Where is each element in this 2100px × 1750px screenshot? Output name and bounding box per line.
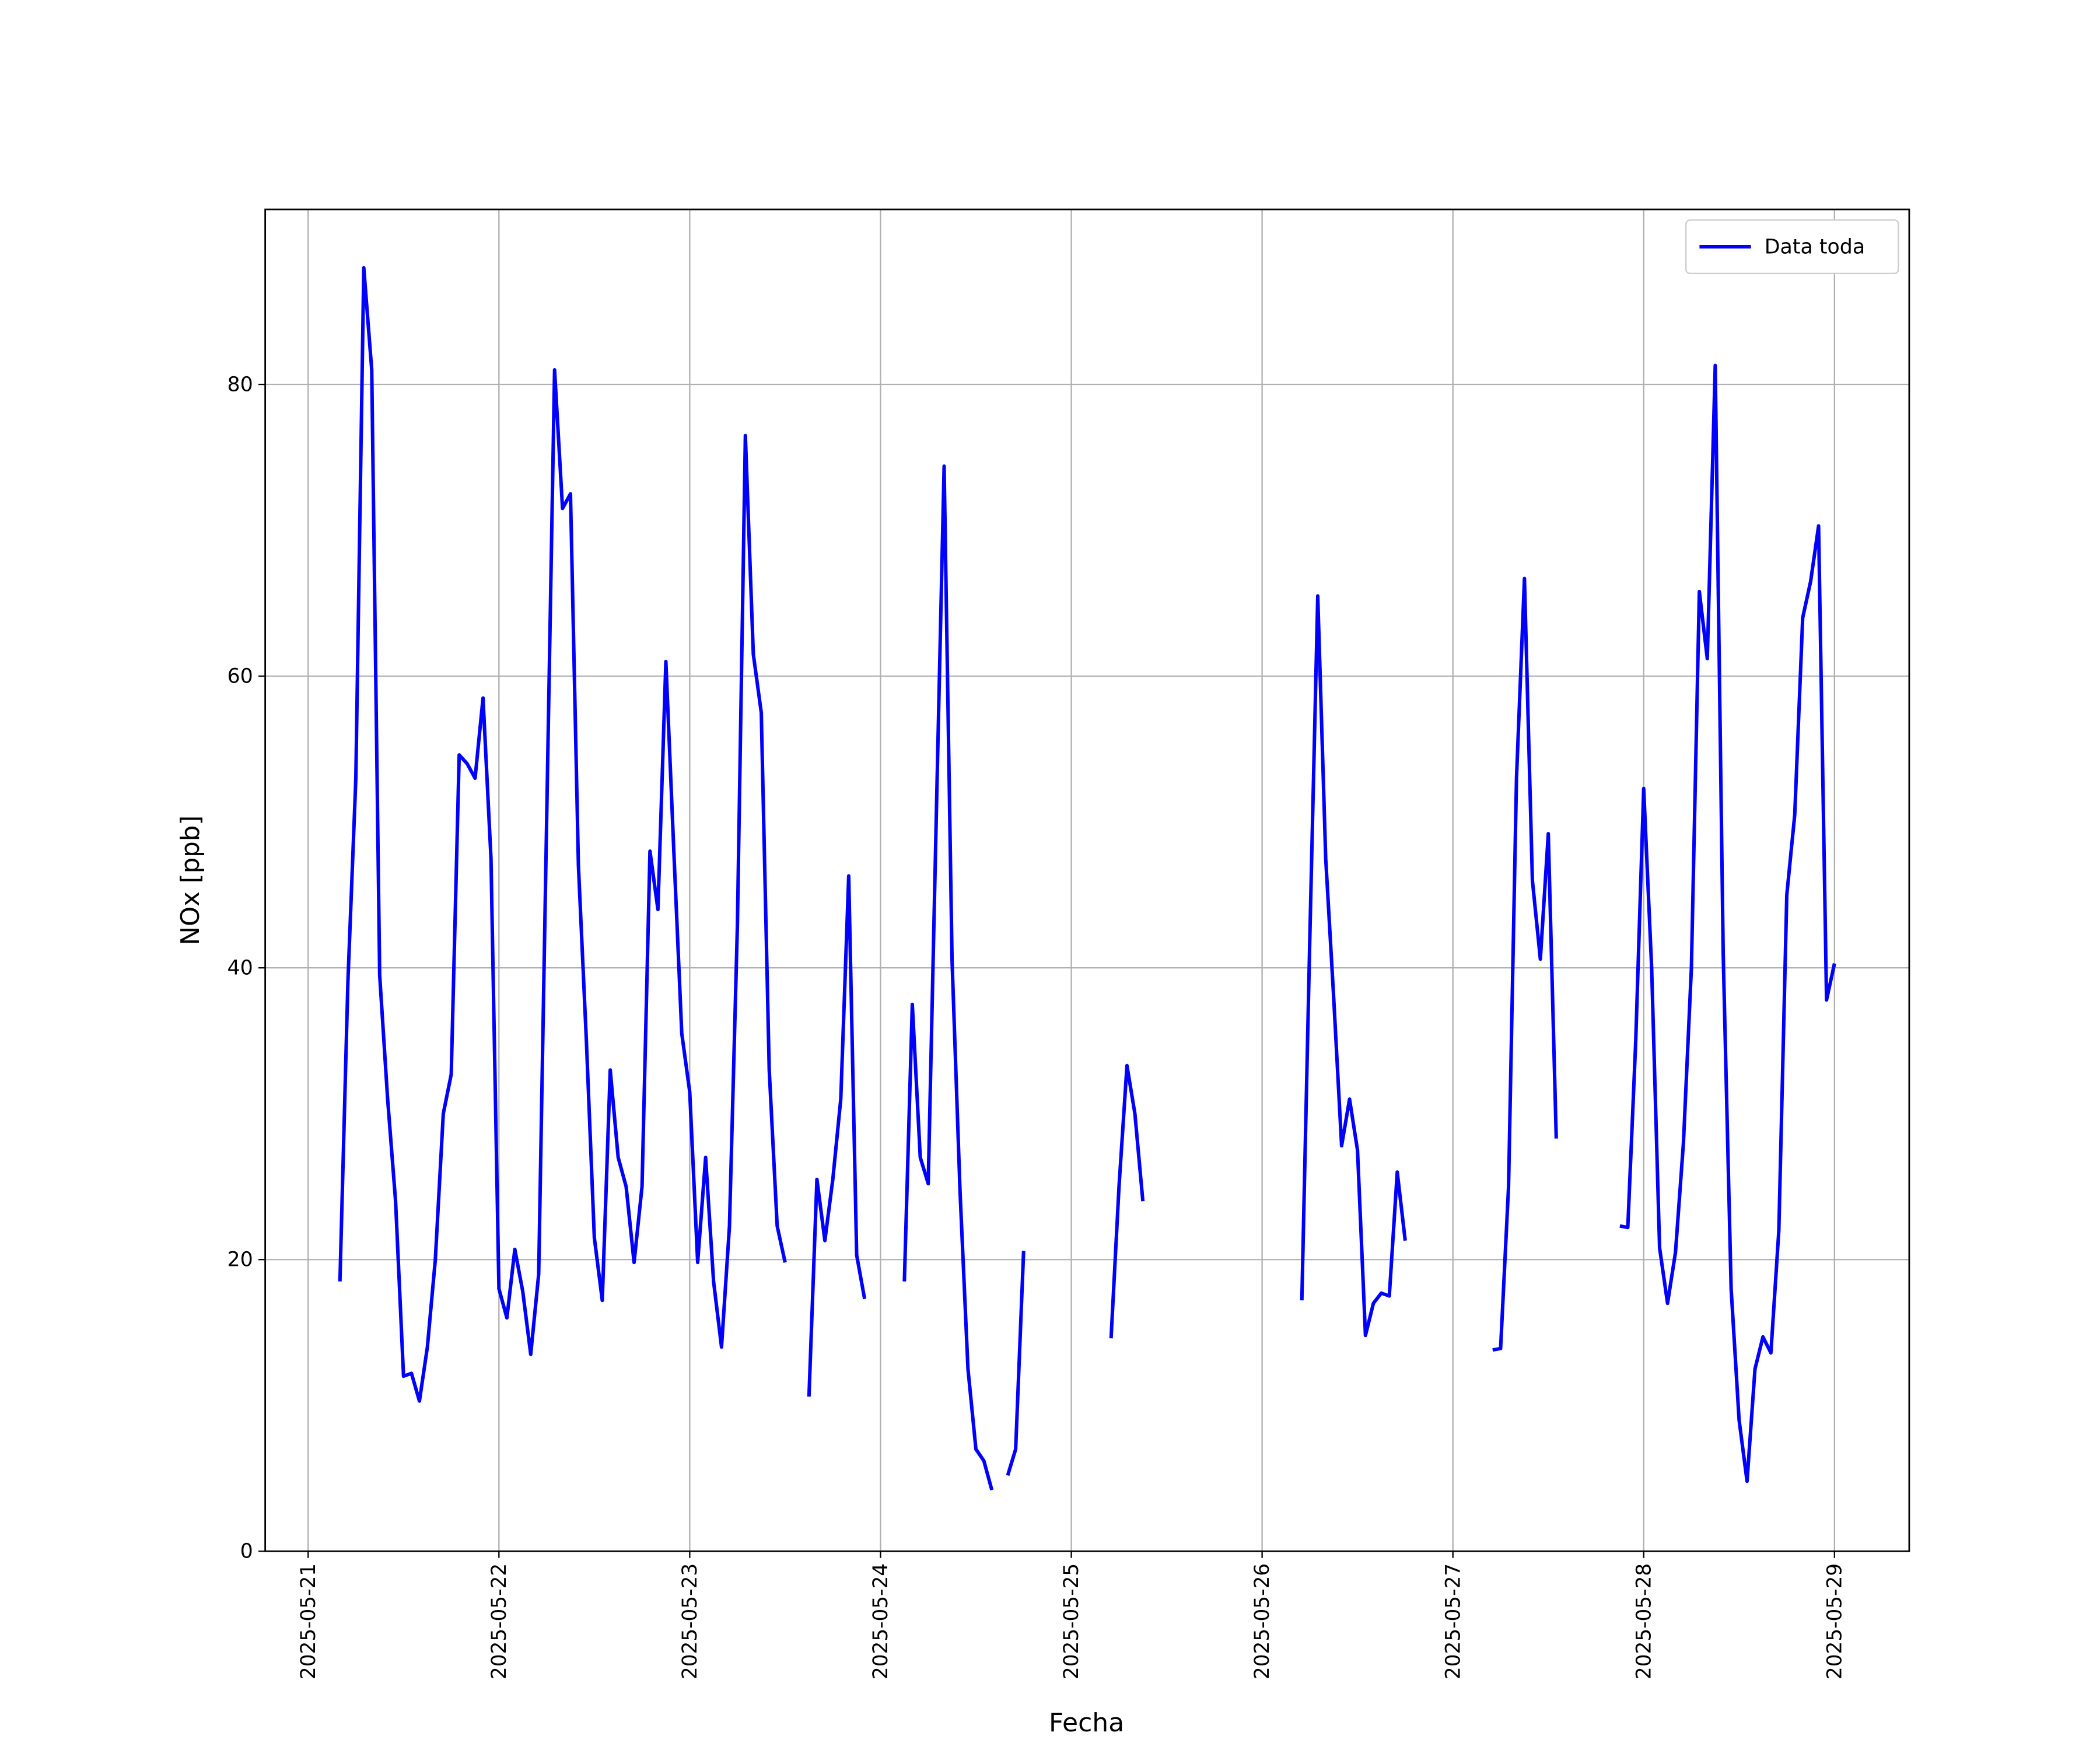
- y-tick-label: 0: [240, 1540, 253, 1563]
- legend-label: Data toda: [1765, 236, 1865, 259]
- y-tick-label: 80: [227, 373, 253, 397]
- x-tick-label: 2025-05-23: [678, 1563, 702, 1679]
- x-tick-label: 2025-05-21: [297, 1563, 320, 1679]
- data-line: [338, 266, 1836, 1491]
- x-tick-label: 2025-05-22: [488, 1563, 511, 1679]
- x-tick-label: 2025-05-29: [1823, 1563, 1846, 1679]
- x-tick-label: 2025-05-28: [1632, 1563, 1656, 1679]
- x-tick-label: 2025-05-27: [1441, 1563, 1465, 1679]
- x-axis-label: Fecha: [1049, 1708, 1124, 1738]
- y-tick-label: 20: [227, 1248, 253, 1272]
- y-tick-label: 60: [227, 665, 253, 688]
- x-tick-label: 2025-05-25: [1060, 1563, 1083, 1679]
- x-tick-label: 2025-05-24: [869, 1563, 892, 1679]
- legend-box: [1685, 219, 1899, 274]
- y-tick-label: 40: [227, 957, 253, 980]
- y-axis-label: NOx [ppb]: [176, 816, 205, 946]
- plot-frame: [264, 208, 1910, 1552]
- x-tick-label: 2025-05-26: [1251, 1563, 1274, 1679]
